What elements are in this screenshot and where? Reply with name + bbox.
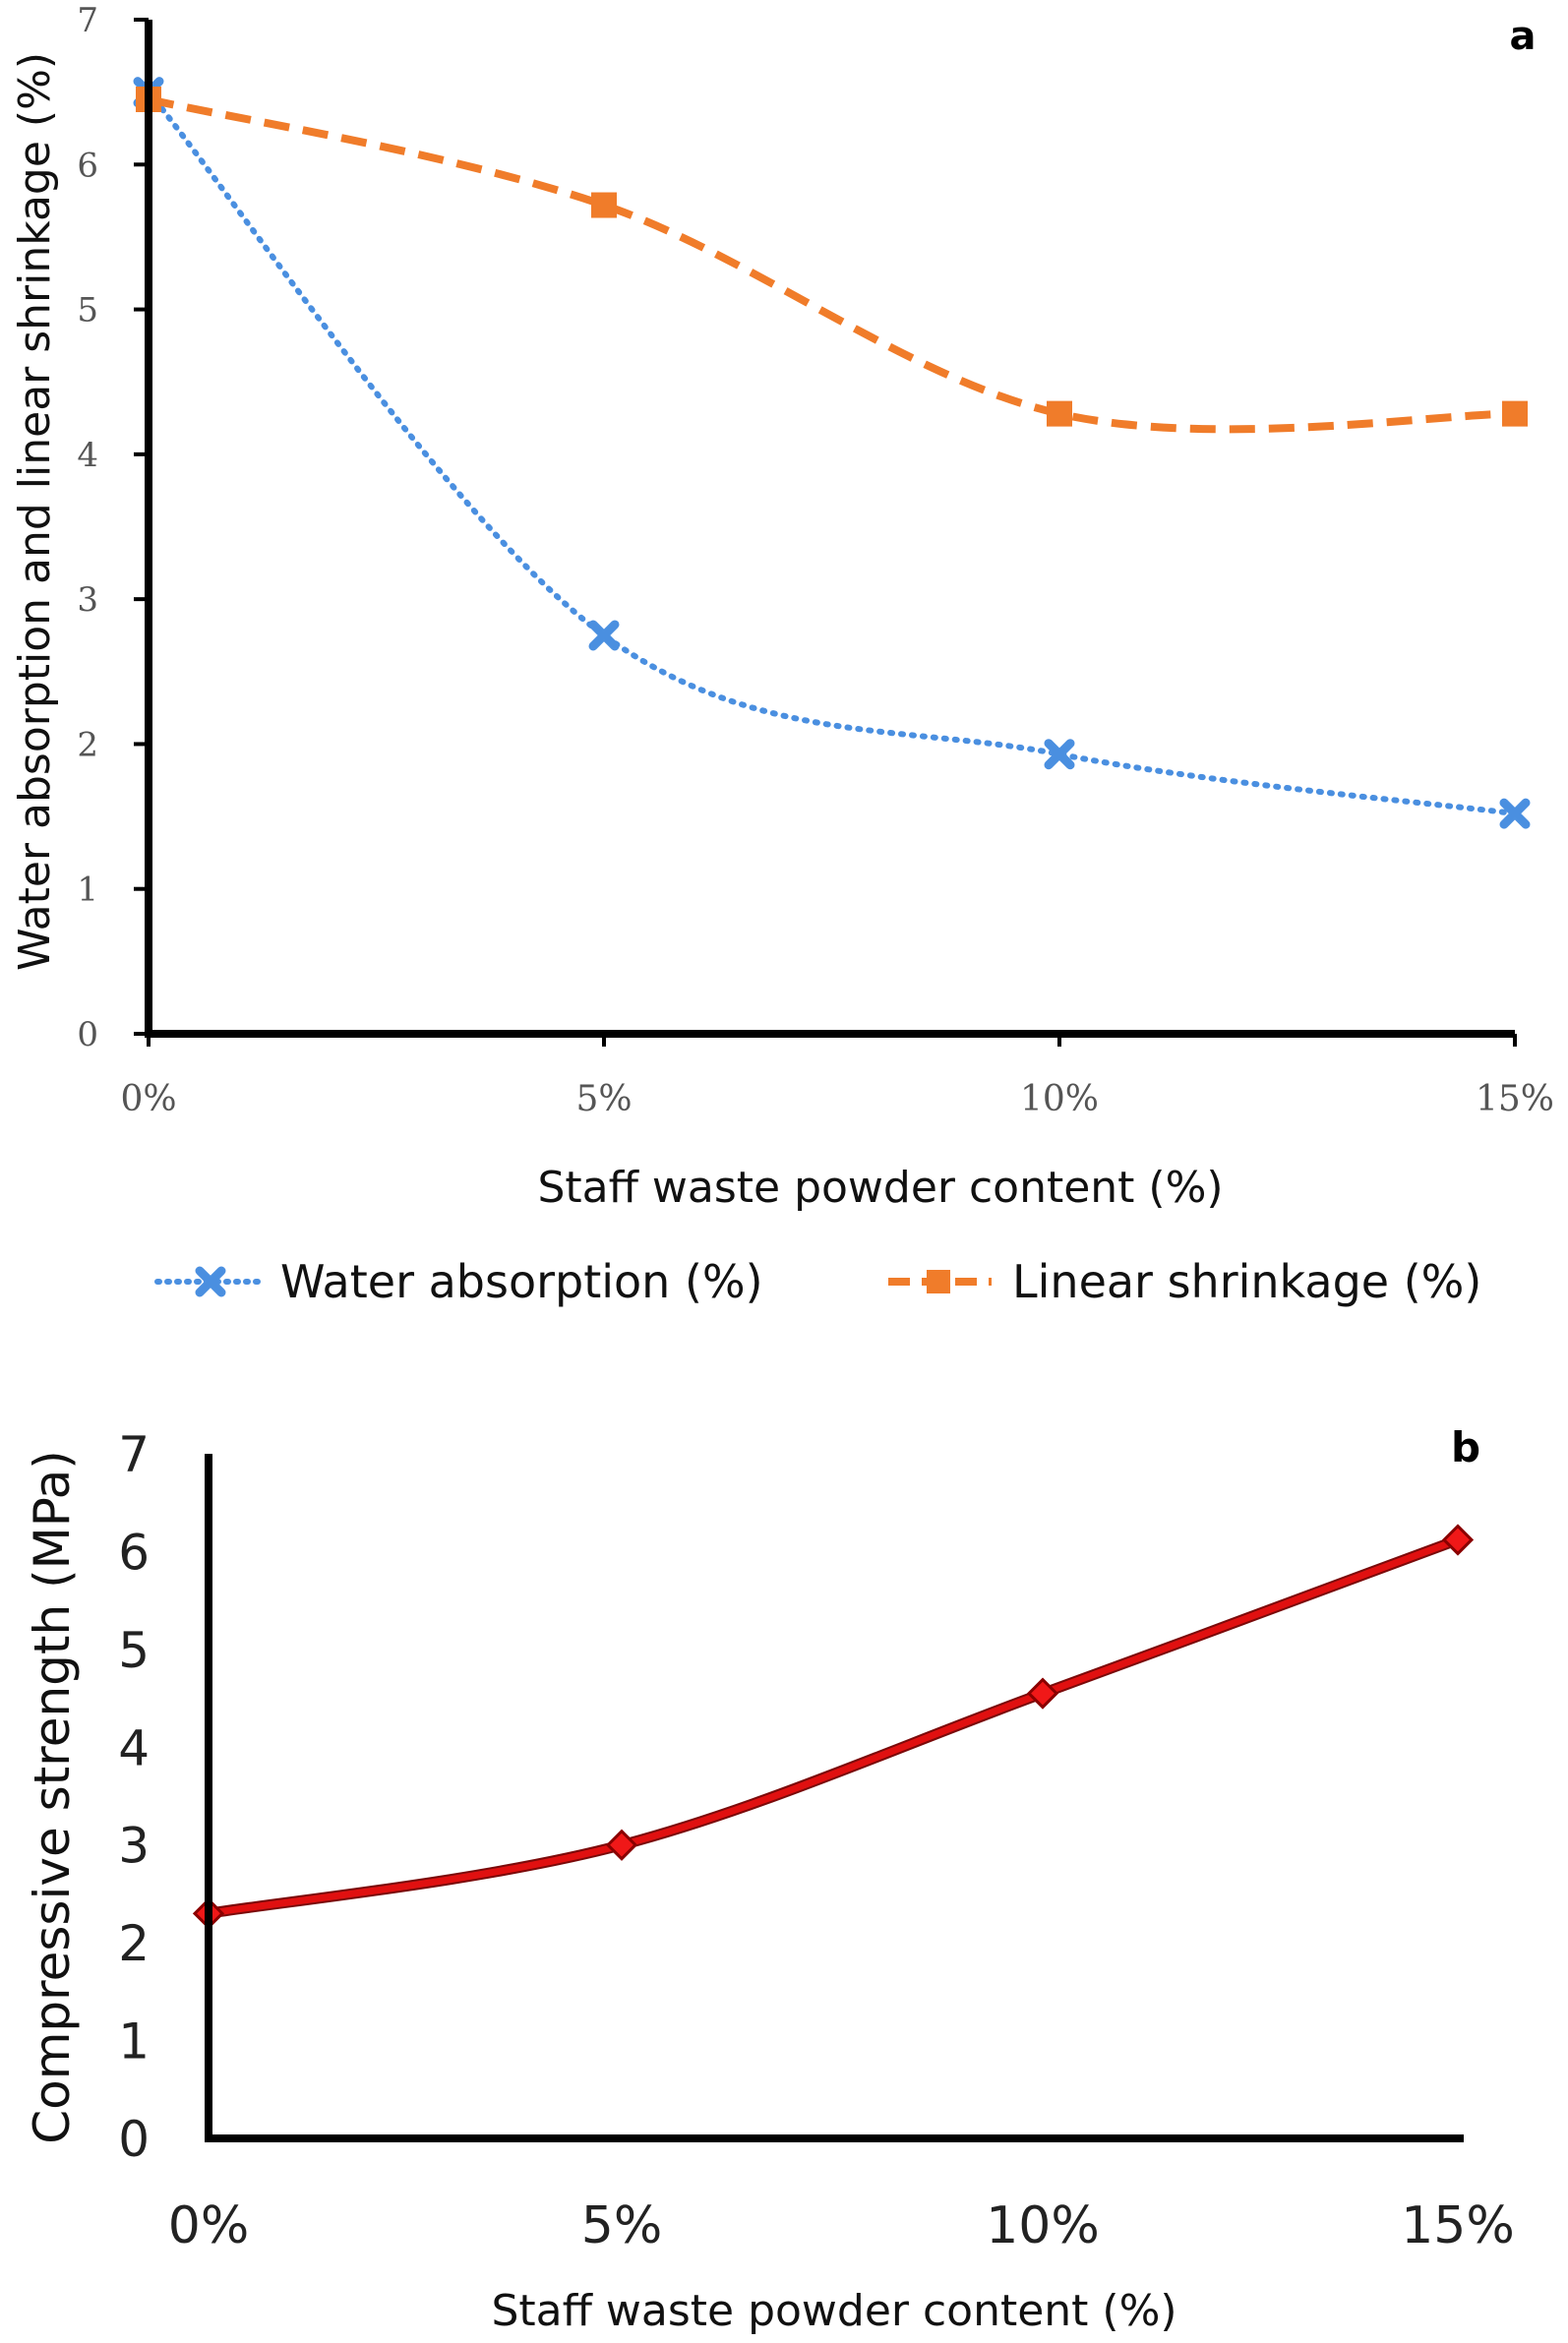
x-tick-label: 10% <box>1020 1079 1099 1119</box>
legend-marker-cross <box>195 1266 226 1297</box>
data-point <box>1441 1524 1475 1556</box>
legend-marker-square <box>927 1270 950 1293</box>
chart-a-x-tick-labels: 0% 5% 10% 15% <box>120 1079 1554 1119</box>
data-point <box>1026 1677 1059 1710</box>
legend-item-linear-shrinkage: Linear shrinkage (%) <box>888 1255 1481 1308</box>
chart-b-x-tick-labels: 0% 5% 10% 15% <box>168 2196 1515 2255</box>
data-point-water-absorption <box>1499 798 1531 829</box>
data-point-water-absorption <box>588 620 620 651</box>
chart-a-ticks <box>134 18 1517 1047</box>
chart-a-legend: Water absorption (%) Linear shrinkage (%… <box>154 1255 1481 1308</box>
chart-a-y-axis-label: Water absorption and linear shrinkage (%… <box>10 52 60 971</box>
series-line-water-absorption <box>146 89 1518 817</box>
data-point-linear-shrinkage <box>1502 400 1528 427</box>
y-tick-label: 6 <box>77 146 98 185</box>
series-line-shadow <box>203 1534 1464 1919</box>
chart-b-y-axis-label: Compressive strength (MPa) <box>24 1450 81 2144</box>
y-tick-label: 7 <box>118 1426 150 1483</box>
legend-item-water-absorption: Water absorption (%) <box>154 1255 763 1308</box>
y-tick-label: 3 <box>77 580 98 620</box>
y-tick-label: 0 <box>118 2111 150 2168</box>
data-point-water-absorption <box>1044 739 1075 770</box>
y-tick-label: 5 <box>77 291 98 330</box>
chart-a: a 0 1 2 3 4 5 6 7 0% 5% 10% 15% Water absorption a… <box>10 1 1554 1308</box>
x-tick-label: 5% <box>575 1079 632 1119</box>
y-tick-label: 1 <box>77 871 98 910</box>
y-tick-label: 2 <box>118 1915 150 1972</box>
y-tick-label: 5 <box>118 1622 150 1679</box>
x-tick-label: 15% <box>1476 1079 1554 1119</box>
chart-b-x-axis-label: Staff waste powder content (%) <box>491 2286 1176 2336</box>
chart-b: b 0 1 2 3 4 5 6 7 0% 5% 10% 15% Compressive streng… <box>24 1423 1515 2336</box>
y-tick-label: 4 <box>77 436 98 475</box>
x-tick-label: 0% <box>168 2196 250 2255</box>
chart-b-series <box>192 1524 1475 1930</box>
y-tick-label: 1 <box>118 2013 150 2071</box>
legend-label-linear-shrinkage: Linear shrinkage (%) <box>1012 1255 1481 1308</box>
y-tick-label: 0 <box>77 1015 98 1054</box>
chart-b-panel-label: b <box>1451 1423 1480 1472</box>
x-tick-label: 5% <box>581 2196 663 2255</box>
data-point <box>605 1829 638 1861</box>
legend-label-water-absorption: Water absorption (%) <box>280 1255 763 1308</box>
x-tick-label: 0% <box>120 1079 176 1119</box>
x-tick-label: 15% <box>1401 2196 1515 2255</box>
series-line <box>205 1536 1462 1917</box>
y-tick-label: 3 <box>118 1818 150 1875</box>
chart-a-x-axis-label: Staff waste powder content (%) <box>537 1163 1223 1213</box>
y-tick-label: 7 <box>77 1 98 40</box>
y-tick-label: 6 <box>118 1524 150 1581</box>
x-tick-label: 10% <box>986 2196 1100 2255</box>
y-tick-label: 4 <box>118 1719 150 1776</box>
chart-b-y-tick-labels: 0 1 2 3 4 5 6 7 <box>118 1426 150 2168</box>
series-line-linear-shrinkage <box>148 95 1516 434</box>
y-tick-label: 2 <box>77 725 98 764</box>
chart-a-series <box>133 77 1531 829</box>
data-point-linear-shrinkage <box>591 192 617 218</box>
chart-a-panel-label: a <box>1510 14 1537 59</box>
data-point-linear-shrinkage <box>1047 400 1072 427</box>
chart-a-y-tick-labels: 0 1 2 3 4 5 6 7 <box>77 1 98 1054</box>
